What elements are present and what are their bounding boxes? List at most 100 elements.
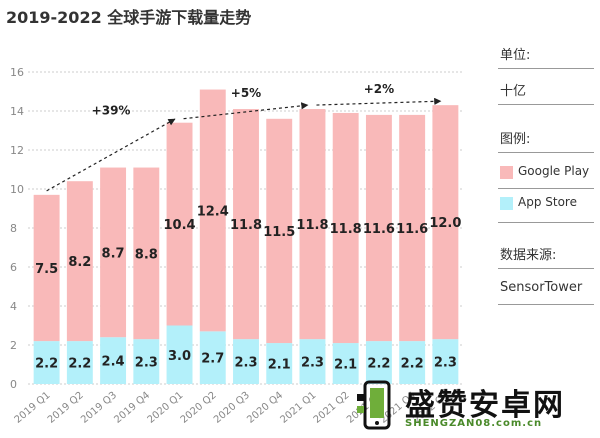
divider: [498, 188, 594, 189]
bar-app-store: [365, 341, 392, 384]
legend-swatch-app-store: [500, 197, 513, 210]
unit-value: 十亿: [500, 84, 527, 99]
x-tick-label: 2019 Q4: [112, 390, 152, 426]
data-label-google-play: 7.5: [35, 262, 58, 277]
data-label-google-play: 11.8: [330, 222, 362, 237]
y-tick-label: 4: [10, 300, 17, 313]
growth-arrow: [183, 102, 309, 120]
divider: [498, 104, 594, 105]
x-tick-label: 2019 Q3: [79, 390, 119, 426]
data-label-app-store: 2.7: [201, 352, 224, 367]
data-label-app-store: 2.3: [301, 356, 324, 371]
bar-google-play: [66, 181, 93, 342]
bar-google-play: [100, 167, 127, 338]
x-tick-label: 2019 Q2: [46, 390, 86, 426]
bar-app-store: [166, 325, 193, 384]
bar-app-store: [100, 337, 127, 384]
y-tick-label: 14: [10, 105, 24, 118]
growth-label: +2%: [364, 82, 394, 96]
legend-title: 图例:: [500, 132, 531, 147]
bar-app-store: [332, 343, 359, 384]
source-value: SensorTower: [500, 280, 583, 295]
data-label-app-store: 2.2: [401, 357, 424, 372]
y-tick-label: 8: [10, 222, 17, 235]
divider: [498, 268, 594, 269]
divider: [498, 68, 594, 69]
bar-app-store: [399, 341, 426, 384]
data-label-app-store: 2.3: [135, 356, 158, 371]
side-panel: 单位: 十亿 图例: Google Play App Store 数据来源: S…: [492, 0, 600, 438]
y-tick-label: 0: [10, 378, 17, 391]
data-label-app-store: 2.2: [367, 357, 390, 372]
data-label-google-play: 12.4: [197, 204, 229, 219]
bar-app-store: [432, 339, 459, 384]
data-label-google-play: 11.8: [230, 218, 262, 233]
legend-swatch-google-play: [500, 166, 513, 179]
bars: [33, 89, 459, 384]
bar-google-play: [399, 114, 426, 342]
data-label-google-play: 8.7: [102, 246, 125, 261]
x-tick-label: 2020 Q1: [146, 390, 186, 426]
bar-google-play: [365, 114, 392, 342]
bar-app-store: [233, 339, 259, 384]
data-label-google-play: 10.4: [163, 218, 195, 233]
bar-app-store: [133, 339, 160, 384]
bar-app-store: [266, 343, 293, 384]
divider: [498, 304, 594, 305]
bar-google-play: [166, 122, 193, 326]
growth-annotations: +39% +5% +2%: [46, 82, 442, 192]
bar-app-store: [199, 331, 226, 384]
data-label-google-play: 11.5: [263, 225, 295, 240]
bar-app-store: [299, 339, 326, 384]
y-axis-ticks: 0 2 4 6 8 10 12 14 16: [10, 66, 24, 391]
bar-google-play: [266, 118, 293, 344]
data-label-app-store: 3.0: [168, 349, 191, 364]
bar-google-play: [33, 194, 60, 342]
x-tick-label: 2021 Q1: [278, 390, 318, 426]
y-tick-label: 6: [10, 261, 17, 274]
y-tick-label: 12: [10, 144, 24, 157]
growth-label: +5%: [231, 86, 261, 100]
watermark: 盛赞安卓网 SHENGZAN08.com.cn: [355, 376, 595, 436]
bar-google-play: [432, 105, 459, 340]
data-label-google-play: 11.6: [396, 222, 428, 237]
watermark-url: SHENGZAN08.com.cn: [405, 418, 543, 429]
divider: [498, 152, 594, 153]
data-label-app-store: 2.1: [334, 358, 357, 373]
bar-google-play: [199, 89, 226, 332]
growth-arrow: [316, 97, 442, 106]
y-tick-label: 2: [10, 339, 17, 352]
bar-google-play: [133, 167, 160, 340]
data-labels: 2.2 7.5 2.2 8.2 2.4 8.7 2.3 8.8 3.0 10.4 2.7 12.4 2.…: [35, 204, 461, 372]
data-label-app-store: 2.2: [35, 357, 58, 372]
x-tick-label: 2020 Q4: [245, 390, 285, 426]
legend-google-play: Google Play: [518, 164, 590, 178]
bar-google-play: [332, 112, 359, 344]
data-label-google-play: 11.6: [363, 222, 395, 237]
x-tick-label: 2020 Q3: [212, 390, 252, 426]
data-label-app-store: 2.3: [234, 356, 257, 371]
unit-title: 单位:: [500, 48, 531, 63]
chart-title: 2019-2022 全球手游下载量走势: [6, 8, 252, 27]
growth-label: +39%: [92, 104, 131, 118]
data-label-app-store: 2.4: [102, 355, 125, 370]
bar-app-store: [66, 341, 93, 384]
data-label-google-play: 8.8: [135, 247, 158, 262]
watermark-brand: 盛赞安卓网: [405, 388, 565, 423]
growth-arrow: [46, 118, 176, 192]
source-title: 数据来源:: [500, 248, 557, 263]
y-tick-label: 10: [10, 183, 24, 196]
x-tick-label: 2020 Q2: [179, 390, 219, 426]
y-tick-label: 16: [10, 66, 24, 79]
bar-google-play: [233, 109, 259, 340]
bar-google-play: [299, 109, 326, 340]
divider: [498, 222, 594, 223]
data-label-google-play: 11.8: [296, 218, 328, 233]
bar-chart: 0 2 4 6 8 10 12 14 16 2.2 7.5 2.2 8.2 2.4 8.7 2.3 8.8 3.…: [10, 66, 464, 426]
x-tick-label: 2019 Q1: [13, 390, 53, 426]
data-label-app-store: 2.2: [68, 357, 91, 372]
x-tick-label: 2021 Q2: [312, 390, 352, 426]
data-label-google-play: 8.2: [68, 255, 91, 270]
bar-app-store: [33, 341, 60, 384]
data-label-google-play: 12.0: [429, 216, 461, 231]
